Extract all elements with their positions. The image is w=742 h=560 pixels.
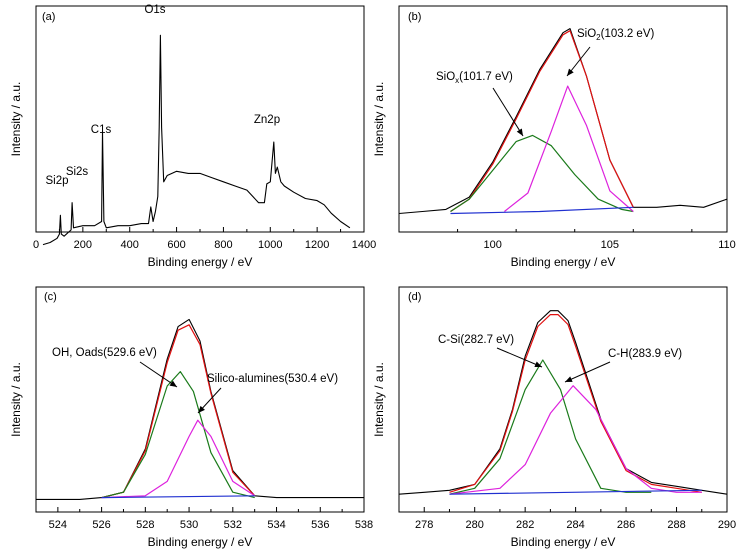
x-axis-title: Binding energy / eV: [148, 255, 253, 269]
x-axis-title: Binding energy / eV: [148, 535, 253, 549]
series-line-2: [450, 134, 634, 213]
x-axis-title: Binding energy / eV: [511, 255, 616, 269]
x-tick-label: 200: [74, 239, 92, 251]
panel-letter: (a): [42, 11, 55, 23]
peak-annotation: C-H(283.9 eV): [608, 348, 682, 360]
x-tick-label: 538: [355, 519, 373, 531]
x-tick-label: 280: [466, 519, 484, 531]
panel-b: 100 105 110 Binding energy / eV Intensity / …: [372, 5, 736, 269]
series-line-0: [398, 28, 728, 215]
series-line-4: [449, 489, 702, 495]
y-axis-title: Intensity / a.u.: [372, 82, 386, 157]
x-tick-label: 526: [92, 519, 110, 531]
y-axis-title: Intensity / a.u.: [9, 82, 23, 157]
panel-d: 278 280 282 284 286 288 290 Binding energy / eV…: [372, 286, 736, 549]
peak-annotation: SiOx(101.7 eV): [436, 71, 513, 85]
y-axis-title: Intensity / a.u.: [9, 362, 23, 437]
series-line-1: [450, 30, 634, 213]
x-tick-label: 284: [566, 519, 584, 531]
series-line-3: [504, 85, 634, 212]
x-tick-label: 800: [214, 239, 232, 251]
plot-frame: [398, 5, 728, 233]
plot-frame: [35, 286, 365, 513]
panel-letter: (c): [44, 291, 57, 303]
peak-annotation: SiO2(103.2 eV): [577, 28, 654, 42]
x-tick-label: 110: [718, 239, 736, 251]
series-line-0: [42, 34, 351, 246]
x-tick-label: 530: [180, 519, 198, 531]
x-tick-label: 278: [415, 519, 433, 531]
series-line-4: [101, 495, 255, 499]
x-tick-label: 528: [136, 519, 154, 531]
x-tick-label: 0: [33, 239, 39, 251]
arrowhead: [565, 376, 573, 382]
peak-annotation: Silico-alumines(530.4 eV): [207, 373, 338, 385]
arrowhead: [198, 405, 205, 413]
plot-frame: [398, 286, 728, 513]
peak-annotation: Si2s: [66, 166, 89, 178]
x-tick-label: 1000: [258, 239, 282, 251]
x-tick-label: 290: [718, 519, 736, 531]
x-tick-label: 532: [224, 519, 242, 531]
series-line-4: [450, 206, 634, 215]
x-tick-label: 600: [167, 239, 185, 251]
x-tick-label: 1400: [352, 239, 376, 251]
annotation-arrow: [564, 361, 611, 383]
x-tick-label: 286: [617, 519, 635, 531]
series-line-2: [101, 371, 255, 499]
panel-c: 524 526 528 530 532 534 536 538 Binding energy /…: [9, 286, 373, 549]
panel-letter: (d): [408, 291, 421, 303]
series-line-1: [101, 324, 256, 499]
annotation-arrow: [496, 347, 543, 368]
x-tick-label: 524: [49, 519, 67, 531]
x-tick-label: 282: [516, 519, 534, 531]
peak-annotation: Si2p: [45, 175, 68, 187]
peak-annotation: O1s: [144, 4, 165, 16]
arrowhead: [169, 380, 177, 387]
x-tick-label: 288: [667, 519, 685, 531]
arrowhead: [516, 128, 523, 136]
peak-annotation: OH, Oads(529.6 eV): [52, 347, 157, 359]
peak-annotation: Zn2p: [254, 114, 280, 126]
x-tick-label: 105: [601, 239, 619, 251]
annotation-arrow: [492, 87, 524, 137]
x-tick-label: 536: [311, 519, 329, 531]
peak-annotation: C1s: [91, 124, 112, 136]
y-axis-title: Intensity / a.u.: [372, 362, 386, 437]
annotation-arrow: [139, 361, 178, 388]
x-tick-label: 400: [121, 239, 139, 251]
peak-annotation: C-Si(282.7 eV): [438, 334, 514, 346]
x-tick-label: 100: [484, 239, 502, 251]
x-tick-label: 1200: [305, 239, 329, 251]
arrowhead: [534, 361, 542, 368]
series-line-3: [101, 419, 256, 499]
panel-a: 0 200 400 600 800 1000 1200 1400 Binding energy …: [9, 4, 376, 269]
x-axis-title: Binding energy / eV: [511, 535, 616, 549]
series-line-2: [449, 359, 652, 495]
panel-letter: (b): [408, 11, 421, 23]
plot-frame: [35, 5, 365, 233]
series-line-1: [449, 314, 702, 493]
arrowhead: [567, 68, 574, 76]
x-tick-label: 534: [267, 519, 285, 531]
